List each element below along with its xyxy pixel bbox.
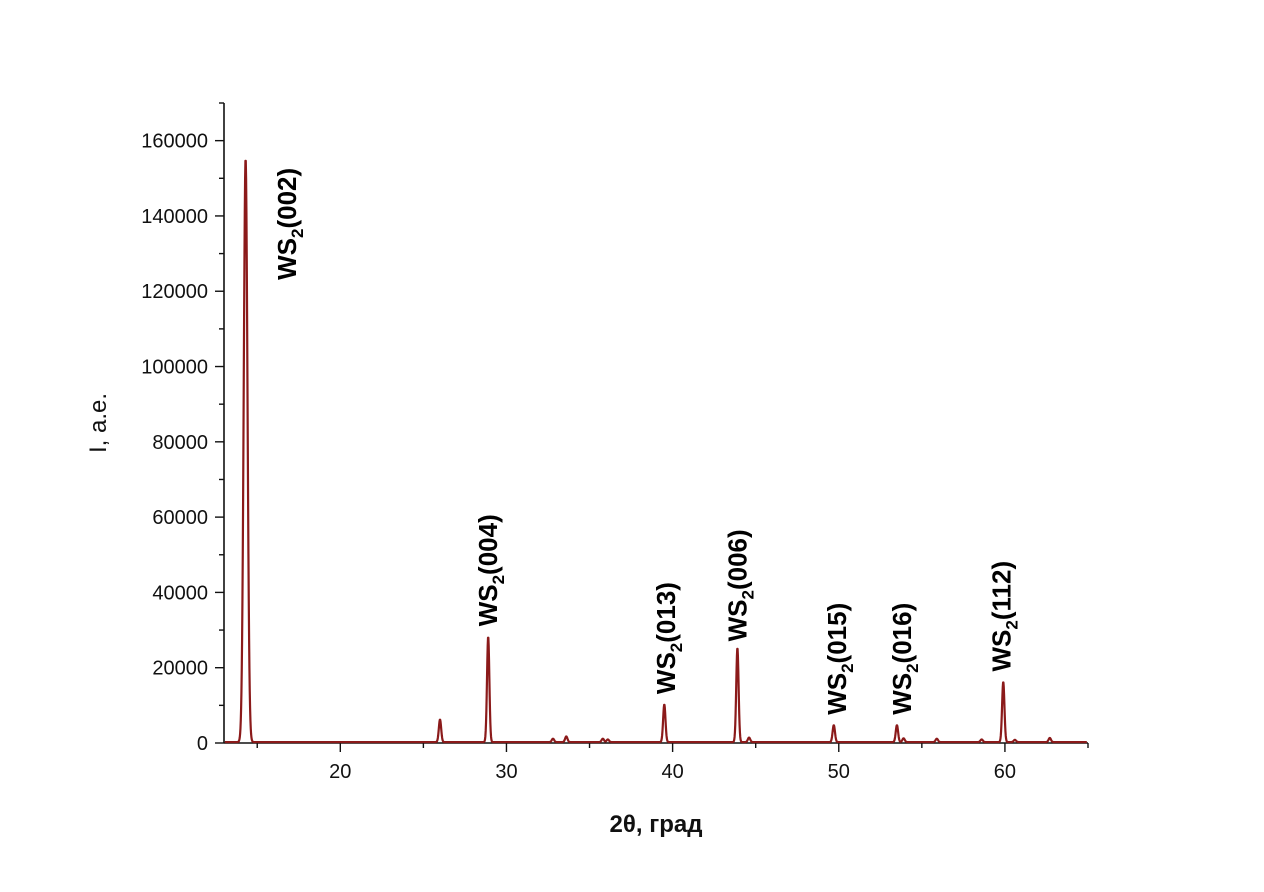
peak-annotation: WS2(015) <box>822 603 857 715</box>
peak-annotation-hkl: (006) <box>722 529 752 590</box>
peak-annotation: WS2(002) <box>272 168 307 280</box>
peak-annotation-subscript: 2 <box>838 663 857 672</box>
peak-annotation-compound: WS <box>651 652 681 694</box>
y-tick-label: 60000 <box>152 507 208 529</box>
peak-annotation-compound: WS <box>887 673 917 715</box>
peak-annotation-compound: WS <box>987 630 1017 672</box>
peak-annotation-compound: WS <box>822 673 852 715</box>
peak-annotation-subscript: 2 <box>1003 620 1022 629</box>
peak-annotation-compound: WS <box>473 584 503 626</box>
peak-annotation-hkl: (016) <box>887 603 917 664</box>
peak-annotation-subscript: 2 <box>288 229 307 238</box>
series-layer <box>224 159 1088 744</box>
x-tick-label: 50 <box>828 761 850 783</box>
peak-annotation-hkl: (013) <box>651 582 681 643</box>
x-tick-label: 30 <box>495 761 517 783</box>
peak-annotation-subscript: 2 <box>738 590 757 599</box>
peak-annotation: WS2(112) <box>987 561 1022 672</box>
peak-annotation-compound: WS <box>722 600 752 642</box>
peak-annotation-subscript: 2 <box>903 663 922 672</box>
x-tick-label: 60 <box>994 761 1016 783</box>
peak-annotation-hkl: (015) <box>822 603 852 664</box>
peak-annotations: WS2(002)WS2(004)WS2(013) WS2(006)WS2(015)… <box>272 168 1022 715</box>
y-tick-label: 20000 <box>152 658 208 680</box>
peak-annotation-hkl: (002) <box>272 168 302 229</box>
peak-annotation-compound: WS <box>272 238 302 280</box>
peak-annotation-subscript: 2 <box>667 643 686 652</box>
peak-annotation: WS2(004) <box>473 514 508 626</box>
peak-annotation: WS2(016) <box>887 603 922 715</box>
peak-annotation: WS2(006) <box>722 529 757 641</box>
x-tick-label: 20 <box>329 761 351 783</box>
y-tick-label: 0 <box>197 733 208 755</box>
y-tick-label: 80000 <box>152 432 208 454</box>
y-tick-label: 140000 <box>141 206 208 228</box>
peak-annotation-hkl: (112) <box>987 561 1017 620</box>
peak-annotation-hkl: (004) <box>473 514 503 575</box>
y-axis-title: I, a.e. <box>85 393 112 453</box>
y-tick-label: 160000 <box>141 131 208 153</box>
peak-annotation: WS2(013) <box>651 582 686 694</box>
xrd-series-line <box>224 159 1088 744</box>
x-axis-title: 2θ, град <box>610 811 703 838</box>
x-tick-label: 40 <box>661 761 683 783</box>
y-tick-label: 40000 <box>152 582 208 604</box>
peak-annotation-subscript: 2 <box>489 575 508 584</box>
axes: 0 20000 40000 60000 80000 100000 120000 140000 1… <box>141 102 1089 783</box>
y-tick-label: 120000 <box>141 281 208 303</box>
y-tick-label: 100000 <box>141 357 208 379</box>
